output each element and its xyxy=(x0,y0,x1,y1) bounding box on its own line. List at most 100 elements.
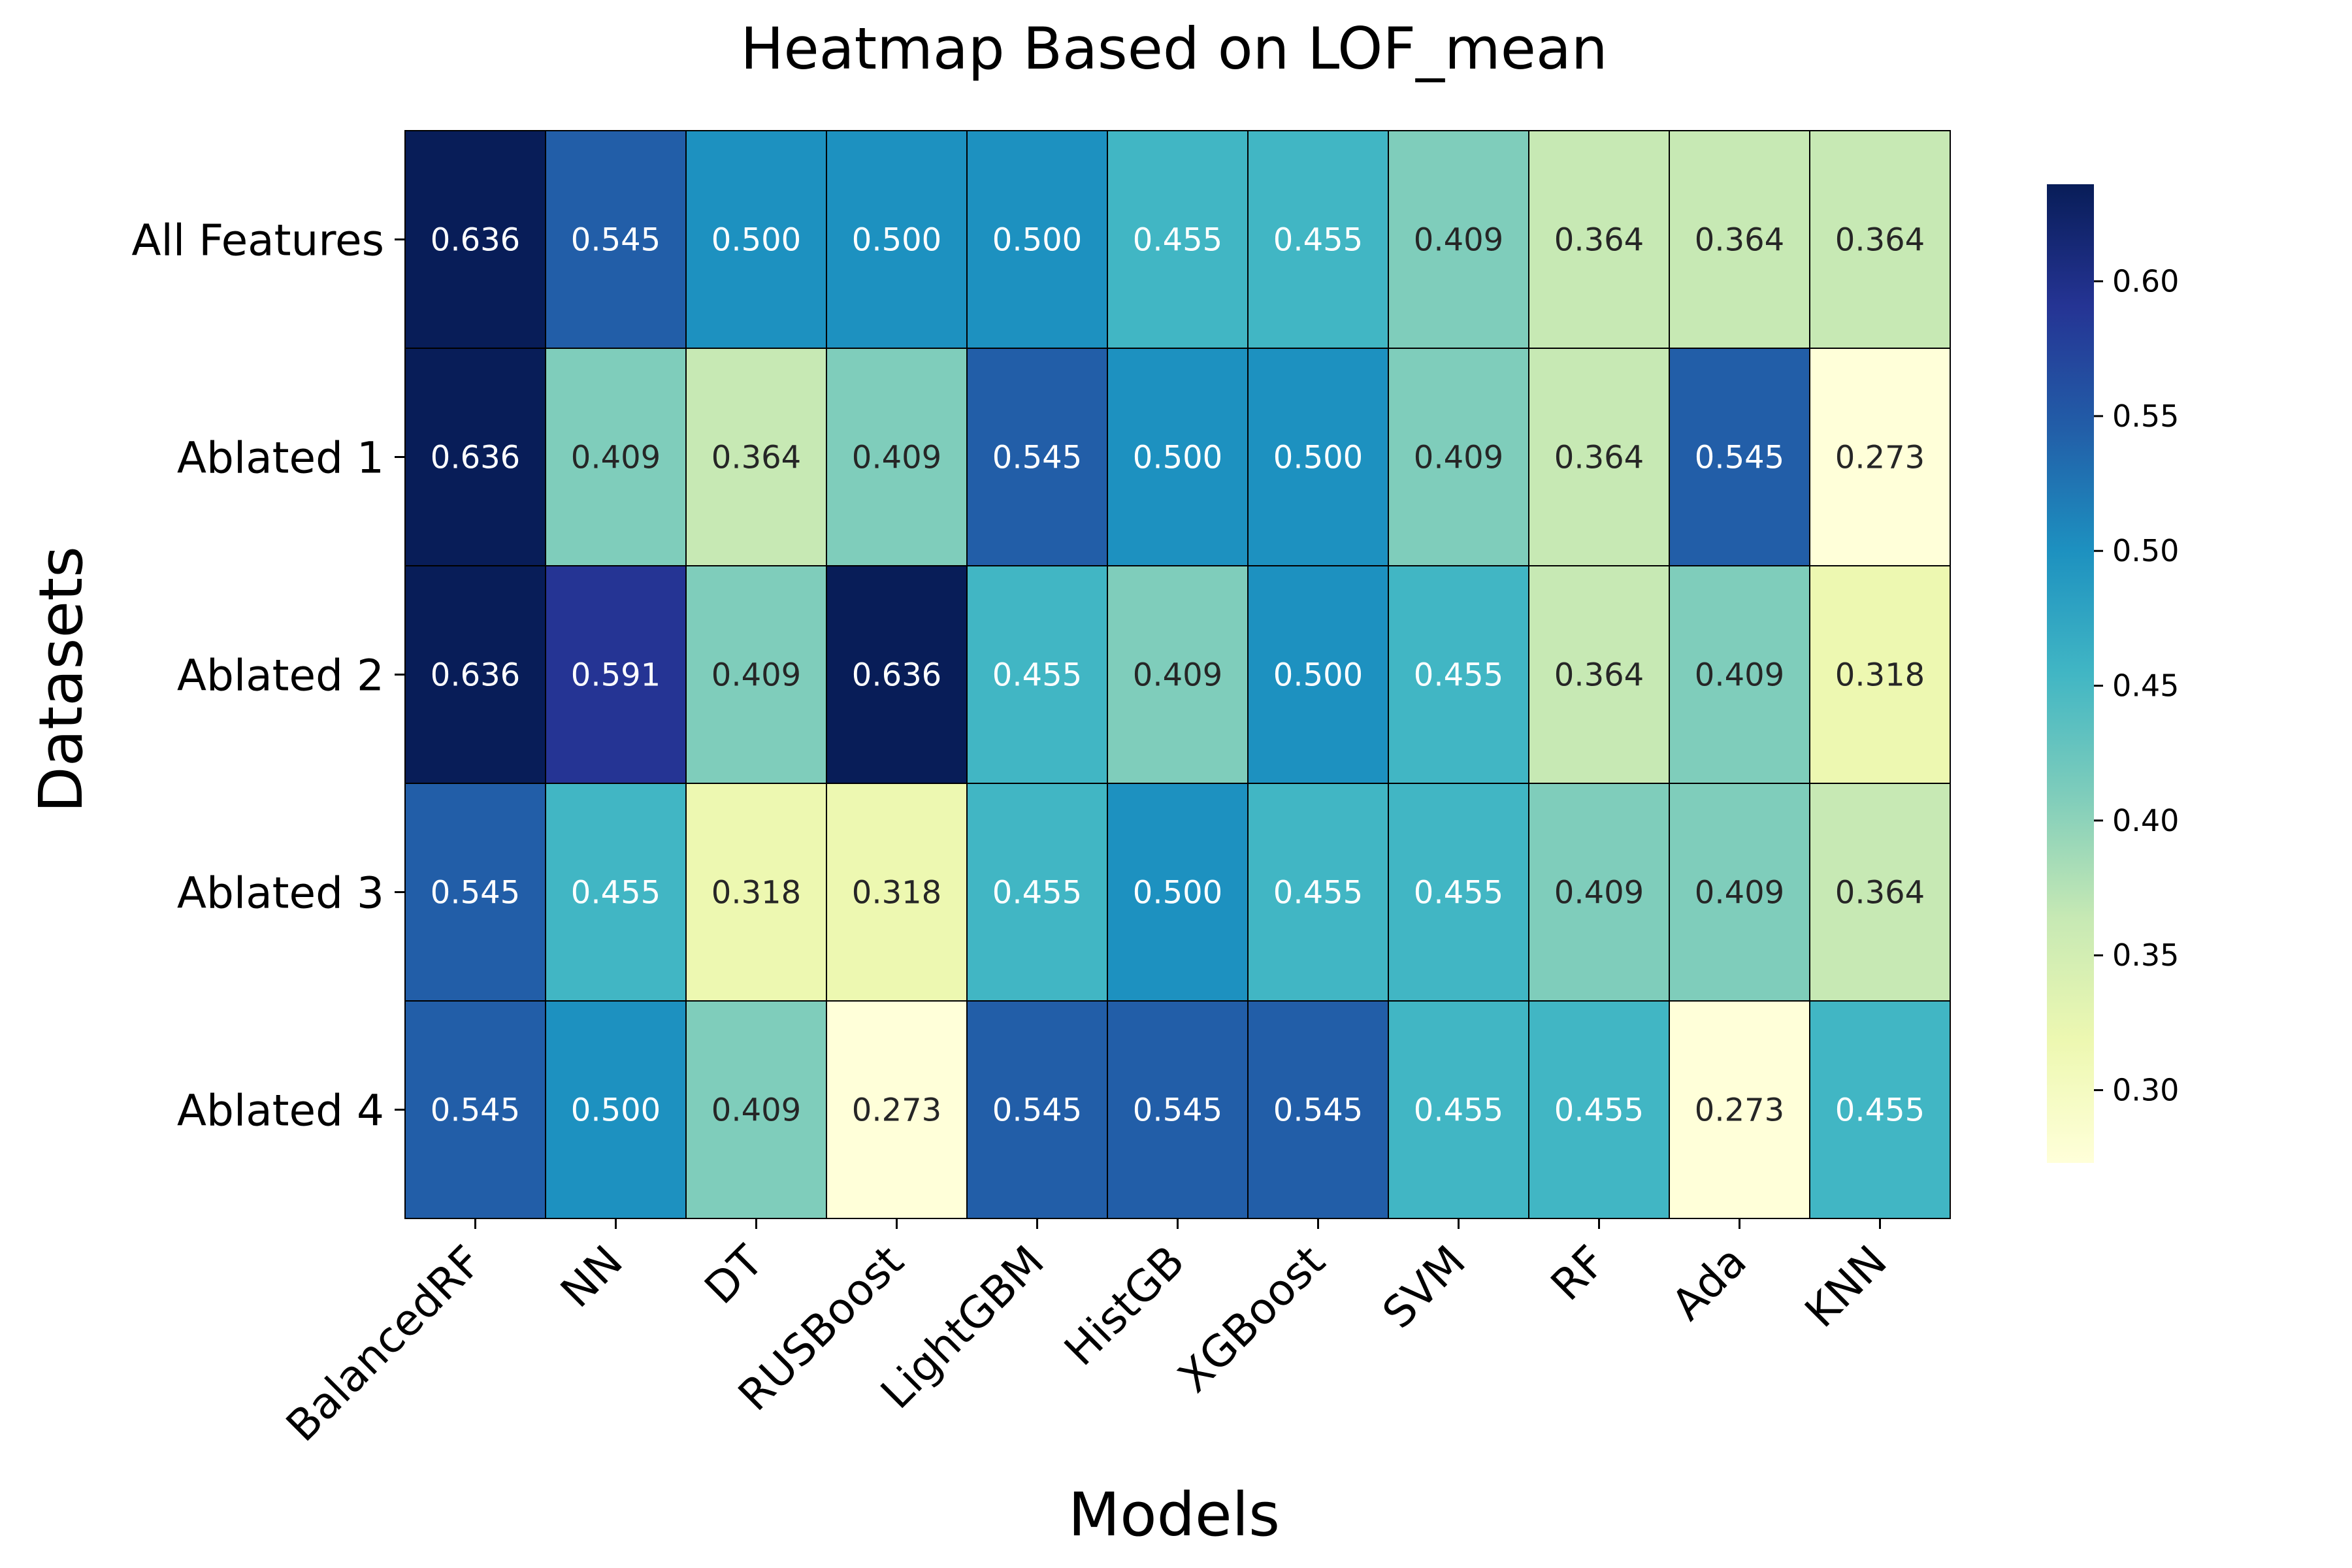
heatmap-cell xyxy=(966,130,1108,349)
heatmap-cell xyxy=(1247,783,1389,1002)
heatmap-cell xyxy=(685,130,827,349)
cell-value-label: 0.409 xyxy=(1133,657,1222,694)
colorbar-tick-label: 0.30 xyxy=(2112,1073,2179,1108)
y-tick-label: Ablated 3 xyxy=(177,868,384,919)
cell-value-label: 0.318 xyxy=(852,875,941,911)
cell-value-label: 0.409 xyxy=(711,657,801,694)
x-tick-label: HistGB xyxy=(1055,1236,1194,1375)
cell-value-label: 0.409 xyxy=(571,440,661,476)
cell-value-label: 0.455 xyxy=(1414,1092,1503,1129)
cell-value-label: 0.364 xyxy=(1835,222,1925,259)
cell-value-label: 0.364 xyxy=(1554,657,1644,694)
colorbar: 0.30 0.35 0.40 0.45 0.50 0.55 0.60 xyxy=(2047,184,2179,1163)
cell-value-label: 0.273 xyxy=(1695,1092,1784,1129)
cell-value-label: 0.455 xyxy=(1414,875,1503,911)
heatmap-cell xyxy=(1528,783,1670,1002)
cell-value-label: 0.409 xyxy=(711,1092,801,1129)
cell-value-label: 0.545 xyxy=(571,222,661,259)
cell-value-label: 0.455 xyxy=(1273,875,1363,911)
heatmap-cell xyxy=(545,130,687,349)
cell-value-label: 0.545 xyxy=(1695,440,1784,476)
cell-value-label: 0.500 xyxy=(1273,440,1363,476)
colorbar-tick-label: 0.35 xyxy=(2112,938,2179,973)
cell-value-label: 0.455 xyxy=(571,875,661,911)
heatmap-cell xyxy=(1669,130,1810,349)
colorbar-tick-label: 0.50 xyxy=(2112,533,2179,568)
cell-value-label: 0.273 xyxy=(852,1092,941,1129)
colorbar-tick-label: 0.40 xyxy=(2112,803,2179,838)
heatmap-cell xyxy=(1669,783,1810,1002)
heatmap-cell xyxy=(1528,1000,1670,1219)
x-axis-label: Models xyxy=(1068,1480,1280,1550)
heatmap-cell xyxy=(404,130,546,349)
cell-value-label: 0.636 xyxy=(431,440,520,476)
cell-value-label: 0.409 xyxy=(1695,875,1784,911)
cell-value-label: 0.455 xyxy=(1414,657,1503,694)
heatmap-cell xyxy=(404,348,546,566)
cell-value-label: 0.636 xyxy=(431,657,520,694)
x-tick-label: BalancedRF xyxy=(276,1236,491,1451)
x-tick-label: Ada xyxy=(1662,1236,1756,1330)
y-tick-label: Ablated 1 xyxy=(177,433,384,483)
cell-value-label: 0.455 xyxy=(1554,1092,1644,1129)
cell-value-label: 0.364 xyxy=(1554,222,1644,259)
cell-value-label: 0.364 xyxy=(1695,222,1784,259)
heatmap-cell xyxy=(1809,1000,1951,1219)
cell-value-label: 0.545 xyxy=(431,1092,520,1129)
cell-value-label: 0.500 xyxy=(571,1092,661,1129)
heatmap-cell xyxy=(826,783,968,1002)
heatmap-cell xyxy=(1809,565,1951,784)
heatmap-cell xyxy=(404,565,546,784)
heatmap-cell xyxy=(1247,1000,1389,1219)
heatmap-cell xyxy=(1528,565,1670,784)
heatmap-cell xyxy=(966,1000,1108,1219)
cell-value-label: 0.545 xyxy=(992,440,1082,476)
x-tick-label: SVM xyxy=(1373,1236,1475,1338)
cell-value-label: 0.636 xyxy=(852,657,941,694)
cell-value-label: 0.455 xyxy=(1133,222,1222,259)
cell-value-label: 0.409 xyxy=(1695,657,1784,694)
cell-value-label: 0.500 xyxy=(852,222,941,259)
cell-value-label: 0.364 xyxy=(1835,875,1925,911)
cell-value-label: 0.545 xyxy=(1133,1092,1222,1129)
cell-value-label: 0.545 xyxy=(992,1092,1082,1129)
heatmap-cell xyxy=(404,1000,546,1219)
heatmap-cell xyxy=(685,1000,827,1219)
heatmap-cell xyxy=(1247,348,1389,566)
heatmap-cell xyxy=(826,348,968,566)
heatmap-cell xyxy=(826,1000,968,1219)
heatmap-cell xyxy=(1809,783,1951,1002)
colorbar-tick-label: 0.45 xyxy=(2112,668,2179,704)
colorbar-tick-label: 0.55 xyxy=(2112,399,2179,434)
cell-value-label: 0.273 xyxy=(1835,440,1925,476)
heatmap-cell xyxy=(685,565,827,784)
cell-value-label: 0.500 xyxy=(992,222,1082,259)
heatmap-cell xyxy=(1388,130,1529,349)
cell-value-label: 0.409 xyxy=(852,440,941,476)
heatmap-cell xyxy=(685,783,827,1002)
heatmap-cell xyxy=(1107,783,1249,1002)
heatmap-cell xyxy=(545,783,687,1002)
cell-annotations: 0.636 0.545 0.500 0.500 0.500 0.455 0.455 0.409… xyxy=(431,222,1925,1129)
cell-value-label: 0.364 xyxy=(1554,440,1644,476)
cell-value-label: 0.409 xyxy=(1554,875,1644,911)
cell-value-label: 0.455 xyxy=(992,657,1082,694)
heatmap-cell xyxy=(966,565,1108,784)
heatmap-cell xyxy=(685,348,827,566)
cell-value-label: 0.409 xyxy=(1414,440,1503,476)
heatmap-cell xyxy=(966,348,1108,566)
x-tick-label: DT xyxy=(695,1235,773,1313)
heatmap-cell xyxy=(966,783,1108,1002)
cell-value-label: 0.318 xyxy=(1835,657,1925,694)
cell-value-label: 0.591 xyxy=(571,657,661,694)
heatmap-cell xyxy=(1669,348,1810,566)
heatmap-cell xyxy=(1388,348,1529,566)
x-tick-label: NN xyxy=(551,1236,632,1317)
y-tick-label: Ablated 2 xyxy=(177,651,384,701)
x-tick-label: RF xyxy=(1541,1236,1616,1311)
cell-value-label: 0.409 xyxy=(1414,222,1503,259)
heatmap-cell xyxy=(1107,348,1249,566)
heatmap-cell xyxy=(1247,565,1389,784)
